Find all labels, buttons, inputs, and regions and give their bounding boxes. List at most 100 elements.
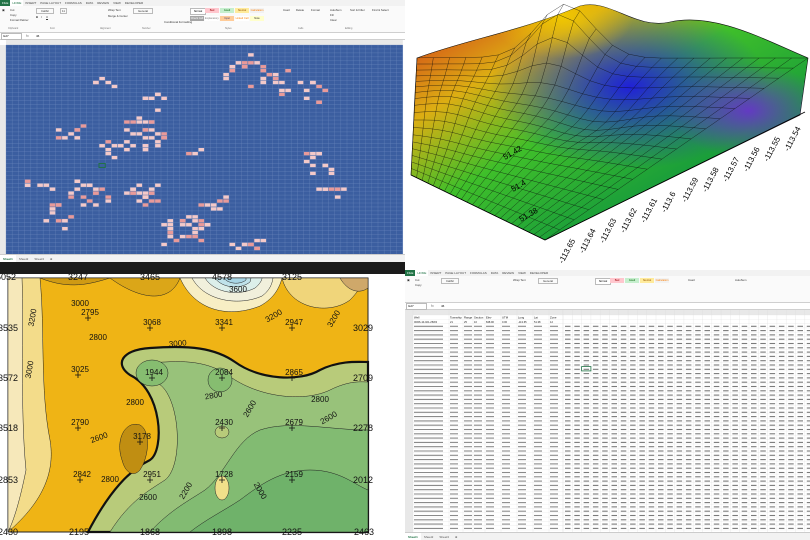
fill-button[interactable]: Fill xyxy=(330,13,334,17)
highlighted-cell[interactable] xyxy=(167,223,174,227)
highlighted-cell[interactable] xyxy=(248,242,254,247)
highlighted-cell[interactable] xyxy=(303,151,310,156)
highlighted-cell[interactable] xyxy=(279,92,285,97)
style-neutral[interactable]: Neutral xyxy=(235,8,249,13)
number-format-select[interactable]: General xyxy=(133,8,153,14)
highlighted-cell[interactable] xyxy=(310,163,316,168)
highlighted-cell[interactable] xyxy=(260,80,267,85)
highlighted-cell[interactable] xyxy=(303,159,310,164)
highlighted-cell[interactable] xyxy=(80,183,87,187)
ribbon-tab-review[interactable]: REVIEW xyxy=(502,271,515,275)
highlighted-cell[interactable] xyxy=(43,183,50,187)
fx-icon[interactable]: fx xyxy=(26,34,29,38)
highlighted-cell[interactable] xyxy=(167,227,174,231)
style-input[interactable]: Input xyxy=(220,16,234,21)
delete-cells-button[interactable]: Delete xyxy=(296,8,305,12)
highlighted-cell[interactable] xyxy=(161,223,167,227)
highlighted-cell[interactable] xyxy=(241,61,248,65)
highlighted-cell[interactable] xyxy=(179,223,186,227)
highlighted-cell[interactable] xyxy=(105,140,112,144)
highlighted-cell[interactable] xyxy=(217,207,223,211)
highlighted-cell[interactable] xyxy=(310,151,316,156)
style-linked-cell[interactable]: Linked Cell xyxy=(235,16,249,21)
italic-button[interactable]: I xyxy=(41,15,42,19)
highlighted-cell[interactable] xyxy=(266,72,273,77)
sheet-tab-sheet3[interactable]: Sheet3 xyxy=(34,257,44,261)
highlighted-cell[interactable] xyxy=(124,120,130,124)
highlighted-cell[interactable] xyxy=(142,144,149,148)
highlighted-cell[interactable] xyxy=(192,219,198,223)
heatmap-grid[interactable] xyxy=(0,40,405,258)
highlighted-cell[interactable] xyxy=(155,144,161,148)
highlighted-cell[interactable] xyxy=(142,203,149,207)
highlighted-cell[interactable] xyxy=(62,227,68,231)
autosum-button-2[interactable]: AutoSum xyxy=(735,278,747,282)
copy-button-2[interactable]: Copy xyxy=(415,283,422,287)
highlighted-cell[interactable] xyxy=(229,69,236,73)
paste-button[interactable]: ▣ xyxy=(2,8,5,12)
highlighted-cell[interactable] xyxy=(285,69,291,73)
highlighted-cell[interactable] xyxy=(161,242,167,247)
highlighted-cell[interactable] xyxy=(198,219,205,223)
highlighted-cell[interactable] xyxy=(124,148,130,152)
highlighted-cell[interactable] xyxy=(223,76,229,81)
ribbon-tab-view[interactable]: VIEW xyxy=(518,271,526,275)
highlighted-cell[interactable] xyxy=(279,80,285,85)
highlighted-cell[interactable] xyxy=(223,195,229,199)
highlighted-cell[interactable] xyxy=(74,136,81,140)
highlighted-cell[interactable] xyxy=(136,132,143,136)
highlighted-cell[interactable] xyxy=(155,108,161,112)
highlighted-cell[interactable] xyxy=(328,167,335,172)
highlighted-cell[interactable] xyxy=(111,144,118,148)
highlighted-cell[interactable] xyxy=(155,183,161,187)
style-explanatory[interactable]: Explanatory... xyxy=(205,16,219,21)
highlighted-cell[interactable] xyxy=(111,84,118,89)
highlighted-cell[interactable] xyxy=(37,183,43,187)
ribbon-tab-page-layout[interactable]: PAGE LAYOUT xyxy=(445,271,467,275)
highlighted-cell[interactable] xyxy=(130,144,136,148)
highlighted-cell[interactable] xyxy=(80,203,87,207)
highlighted-cell[interactable] xyxy=(328,171,335,176)
highlighted-cell[interactable] xyxy=(198,148,205,152)
highlighted-cell[interactable] xyxy=(198,227,205,231)
highlighted-cell[interactable] xyxy=(55,219,62,223)
highlighted-cell[interactable] xyxy=(136,199,143,203)
highlighted-cell[interactable] xyxy=(297,80,304,85)
formula-input[interactable]: 46 xyxy=(36,34,40,38)
highlighted-cell[interactable] xyxy=(148,96,155,100)
highlighted-cell[interactable] xyxy=(130,191,136,195)
highlighted-cell[interactable] xyxy=(136,116,143,120)
highlighted-cell[interactable] xyxy=(86,199,93,203)
ribbon-tab-file[interactable]: FILE xyxy=(405,270,416,276)
data-sheet-grid[interactable]: Well Township Range Section Elev UTM Long Lat Zo… xyxy=(405,310,810,532)
highlighted-cell[interactable] xyxy=(229,65,236,69)
highlighted-cell[interactable] xyxy=(136,191,143,195)
highlighted-cell[interactable] xyxy=(136,120,143,124)
underline-button[interactable]: U xyxy=(46,15,49,19)
highlighted-cell[interactable] xyxy=(341,187,347,191)
highlighted-cell[interactable] xyxy=(124,140,130,144)
ribbon-tab-insert[interactable]: INSERT xyxy=(25,1,37,5)
add-sheet-button[interactable]: ⊕ xyxy=(454,535,458,539)
highlighted-cell[interactable] xyxy=(186,234,192,239)
style-check-cell[interactable]: Check Cell xyxy=(190,16,204,21)
highlighted-cell[interactable] xyxy=(316,84,322,89)
highlighted-cell[interactable] xyxy=(68,195,74,199)
highlighted-cell[interactable] xyxy=(74,187,81,191)
highlighted-cell[interactable] xyxy=(155,140,161,144)
highlighted-cell[interactable] xyxy=(316,151,322,156)
highlighted-cell[interactable] xyxy=(99,144,105,148)
highlighted-cell[interactable] xyxy=(80,195,87,199)
highlighted-cell[interactable] xyxy=(136,183,143,187)
highlighted-cell[interactable] xyxy=(167,219,174,223)
highlighted-cell[interactable] xyxy=(322,88,329,93)
highlighted-cell[interactable] xyxy=(241,65,248,69)
cut-button-2[interactable]: Cut xyxy=(415,278,420,282)
highlighted-cell[interactable] xyxy=(86,183,93,187)
highlighted-cell[interactable] xyxy=(328,187,335,191)
highlighted-cell[interactable] xyxy=(334,187,341,191)
insert-cells-button-2[interactable]: Insert xyxy=(688,278,695,282)
highlighted-cell[interactable] xyxy=(49,203,56,207)
highlighted-cell[interactable] xyxy=(142,96,149,100)
highlighted-cell[interactable] xyxy=(223,72,229,77)
